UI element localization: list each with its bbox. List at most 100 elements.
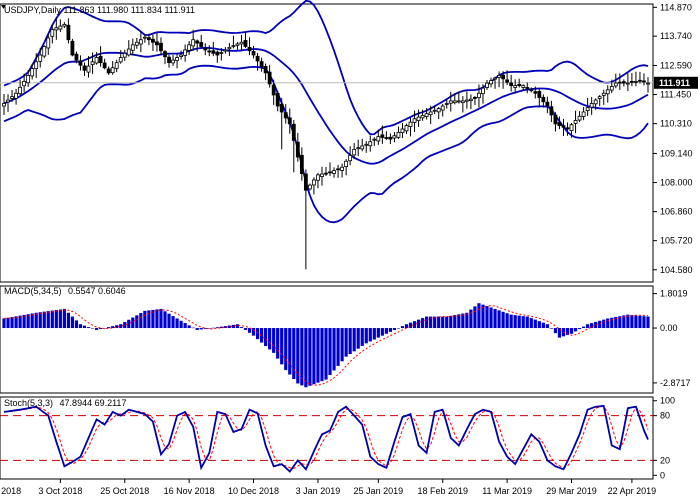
macd-bar (90, 328, 95, 329)
macd-bar (618, 316, 622, 329)
candle-body (505, 79, 510, 83)
candle-body (344, 160, 349, 168)
candle-body (195, 40, 200, 44)
candle-body (646, 82, 650, 85)
price-tick-label: 111.450 (660, 90, 691, 100)
candle-body (597, 96, 602, 99)
candle-body (155, 41, 159, 46)
candle-body (340, 166, 345, 171)
macd-bar (139, 313, 143, 329)
date-tick-label: 16 Nov 2018 (164, 486, 215, 496)
macd-bar (10, 317, 14, 329)
bollinger-lower-band (3, 64, 649, 224)
macd-bar (437, 316, 441, 329)
macd-bar (127, 319, 131, 329)
macd-bar (590, 323, 594, 329)
candle-body (573, 120, 578, 124)
stochastic-main-line (3, 404, 649, 473)
candle-body (42, 46, 47, 57)
macd-bar (300, 328, 304, 386)
macd-bar (284, 328, 288, 371)
macd-bar (364, 328, 368, 344)
candle-body (30, 68, 35, 77)
macd-signal (3, 305, 649, 386)
macd-bar (425, 316, 429, 329)
candle-body (54, 27, 59, 31)
candle-body (58, 25, 63, 30)
macd-bar (489, 307, 493, 329)
candle-body (215, 51, 220, 56)
candle-body (473, 97, 477, 99)
macd-bar (598, 320, 602, 329)
date-tick-label: 29 Mar 2019 (546, 486, 597, 496)
candle-body (501, 74, 506, 80)
candle-body (2, 103, 6, 107)
price-title: USDJPY,Daily 111.863 111.980 111.834 111… (4, 5, 195, 15)
stochastic-tick-label: 80 (660, 411, 670, 421)
candle-body (521, 85, 526, 88)
candle-body (553, 114, 558, 125)
macd-bar (344, 328, 348, 357)
macd-bar (151, 309, 155, 329)
candle-body (130, 44, 135, 51)
candle-body (227, 46, 232, 50)
candle-body (408, 121, 413, 128)
macd-bar (610, 317, 614, 329)
macd-bar (111, 326, 115, 329)
macd-bar (22, 314, 26, 329)
date-tick-label: 25 Jan 2019 (354, 486, 404, 496)
candle-body (489, 80, 493, 85)
macd-bar (2, 318, 6, 329)
candle-body (525, 87, 530, 89)
candle-body (581, 111, 586, 117)
macd-bar (469, 309, 473, 329)
date-tick-label: 25 Oct 2018 (100, 486, 149, 496)
macd-bar (147, 310, 151, 329)
candle-body (634, 80, 638, 83)
macd-bar (54, 310, 58, 329)
macd-bar (280, 328, 284, 365)
candle-body (303, 173, 308, 191)
candle-body (94, 57, 99, 64)
candle-body (62, 24, 67, 27)
candle-body (6, 99, 10, 103)
macd-bar (332, 328, 336, 371)
candle-body (86, 65, 91, 73)
date-tick-label: 10 Dec 2018 (228, 486, 279, 496)
candle-body (187, 44, 192, 51)
collapse-arrow-icon[interactable] (1, 5, 6, 9)
candle-body (66, 24, 71, 41)
candle-body (440, 105, 445, 111)
macd-bar (549, 328, 553, 329)
macd-bar (509, 314, 513, 329)
candle-body (18, 86, 23, 95)
macd-bar (163, 311, 167, 329)
candle-body (167, 56, 171, 64)
candle-body (541, 96, 546, 103)
macd-bar (594, 321, 598, 329)
candle-body (368, 141, 373, 147)
candle-body (485, 82, 489, 88)
macd-bar (231, 324, 236, 329)
candle-body (392, 135, 397, 139)
candle-body (126, 48, 131, 56)
macd-bar (316, 328, 320, 383)
candle-body (102, 62, 107, 69)
date-tick-label: 11 Mar 2019 (482, 486, 532, 496)
macd-bar (646, 316, 650, 329)
macd-bar (400, 326, 405, 329)
candle-body (481, 87, 485, 95)
macd-bar (477, 303, 481, 329)
candle-body (10, 96, 14, 99)
candle-body (247, 46, 252, 52)
price-tick-label: 112.590 (660, 60, 692, 70)
candle-body (497, 75, 501, 78)
macd-bar (82, 325, 87, 329)
bollinger-middle-band (3, 46, 649, 165)
candle-body (291, 123, 296, 141)
candle-body (74, 53, 79, 61)
macd-bar (171, 316, 175, 329)
date-tick-label: 3 Oct 2018 (38, 486, 82, 496)
macd-bar (143, 310, 147, 329)
